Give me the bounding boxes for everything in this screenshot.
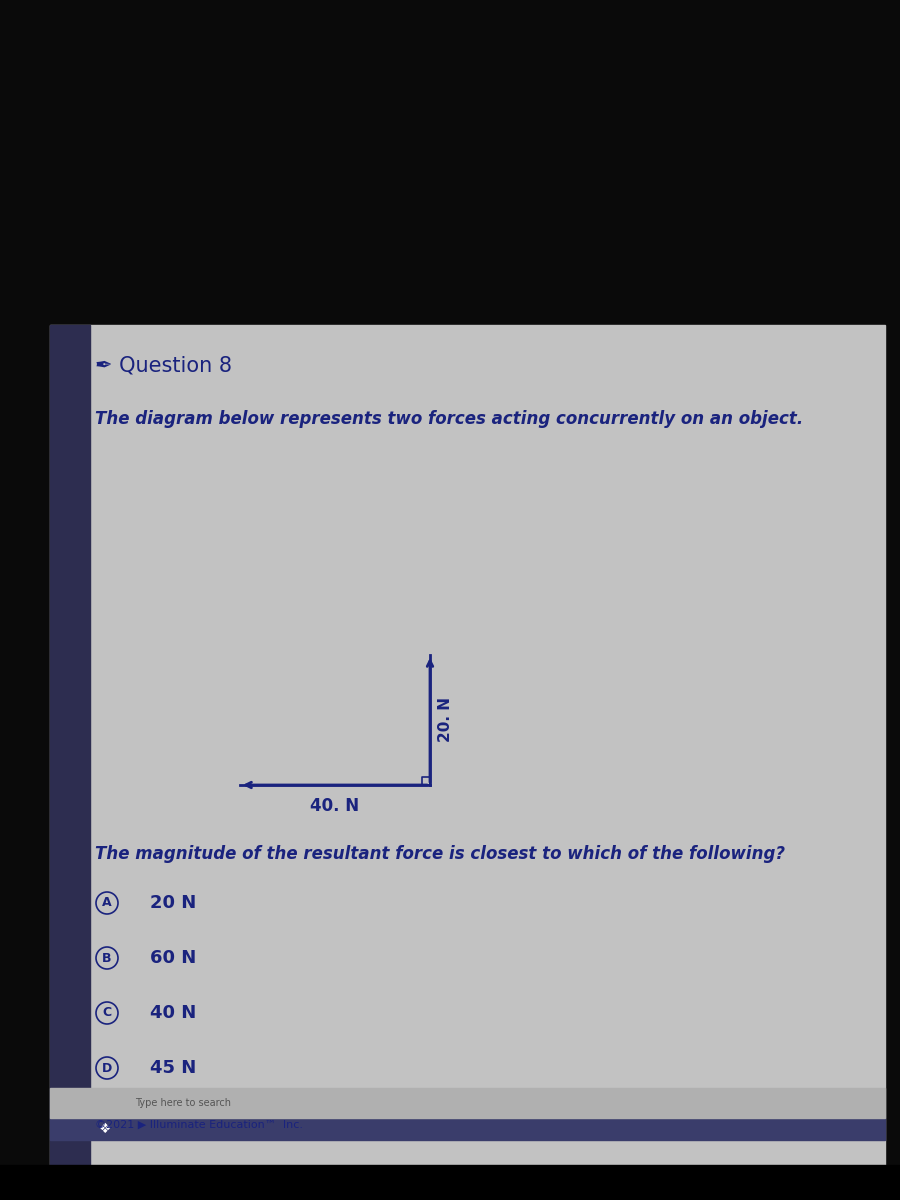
Text: D: D <box>102 1062 112 1074</box>
Text: C: C <box>103 1007 112 1020</box>
Text: A: A <box>103 896 112 910</box>
Text: The diagram below represents two forces acting concurrently on an object.: The diagram below represents two forces … <box>95 410 803 428</box>
Text: ❖: ❖ <box>99 1122 112 1136</box>
Text: ©2021 ▶ Illuminate Education™  Inc.: ©2021 ▶ Illuminate Education™ Inc. <box>95 1120 303 1130</box>
Text: 45 N: 45 N <box>150 1058 196 1078</box>
Bar <box>50 325 885 1175</box>
Bar <box>0 1165 900 1200</box>
Text: 60 N: 60 N <box>150 949 196 967</box>
Text: 40 N: 40 N <box>150 1004 196 1022</box>
Text: 20. N: 20. N <box>438 697 453 743</box>
Text: 40. N: 40. N <box>310 797 360 815</box>
Text: B: B <box>103 952 112 965</box>
Bar <box>50 1118 885 1140</box>
Text: Type here to search: Type here to search <box>135 1098 231 1108</box>
Bar <box>50 325 90 1175</box>
Text: The magnitude of the resultant force is closest to which of the following?: The magnitude of the resultant force is … <box>95 845 785 863</box>
Bar <box>50 1088 885 1118</box>
Text: ✒ Question 8: ✒ Question 8 <box>95 355 232 374</box>
Text: 20 N: 20 N <box>150 894 196 912</box>
